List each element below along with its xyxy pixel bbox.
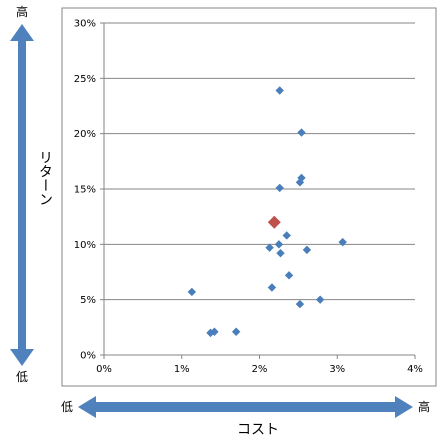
data-point [267,283,277,292]
data-point [295,299,305,309]
highlight-point [267,215,281,229]
y-tick-label: 30% [74,19,96,30]
data-point [275,86,284,95]
x-tick-label: 2% [252,364,268,375]
data-point [297,128,306,137]
data-point [315,295,325,304]
data-point [187,287,197,297]
y-tick-label: 20% [74,129,96,140]
x-axis-arrow [78,396,413,418]
y-tick-label: 5% [80,295,96,306]
x-high-label: 高 [418,399,430,414]
y-tick-label: 25% [74,74,96,85]
y-axis-title: リターン [37,150,53,206]
data-point [338,237,347,247]
data-point [297,173,306,183]
data-point [265,243,274,252]
data-point [210,327,219,336]
x-tick-label: 3% [329,364,345,375]
data-point [275,183,284,193]
x-tick-label: 4% [407,364,423,375]
data-point [274,240,284,249]
x-tick-label: 0% [96,364,112,375]
y-tick-label: 0% [80,351,96,362]
data-point [302,245,312,255]
grid [100,22,416,359]
x-tick-label: 1% [174,364,190,375]
y-tick-labels: 0% 5% 10% 15% 20% 25% 30% [74,19,96,362]
y-low-label: 低 [16,370,28,384]
y-tick-label: 15% [74,185,96,196]
x-axis-title: コスト [237,422,279,438]
y-axis-arrow [10,24,34,366]
data-points [187,86,347,338]
x-low-label: 低 [61,400,73,414]
x-tick-labels: 0% 1% 2% 3% 4% [96,364,423,375]
plot-area [61,7,437,387]
data-point [284,271,294,280]
data-point [231,327,241,336]
data-point [282,231,291,240]
data-point [276,248,285,258]
y-high-label: 高 [16,4,28,19]
y-tick-label: 10% [74,240,96,251]
